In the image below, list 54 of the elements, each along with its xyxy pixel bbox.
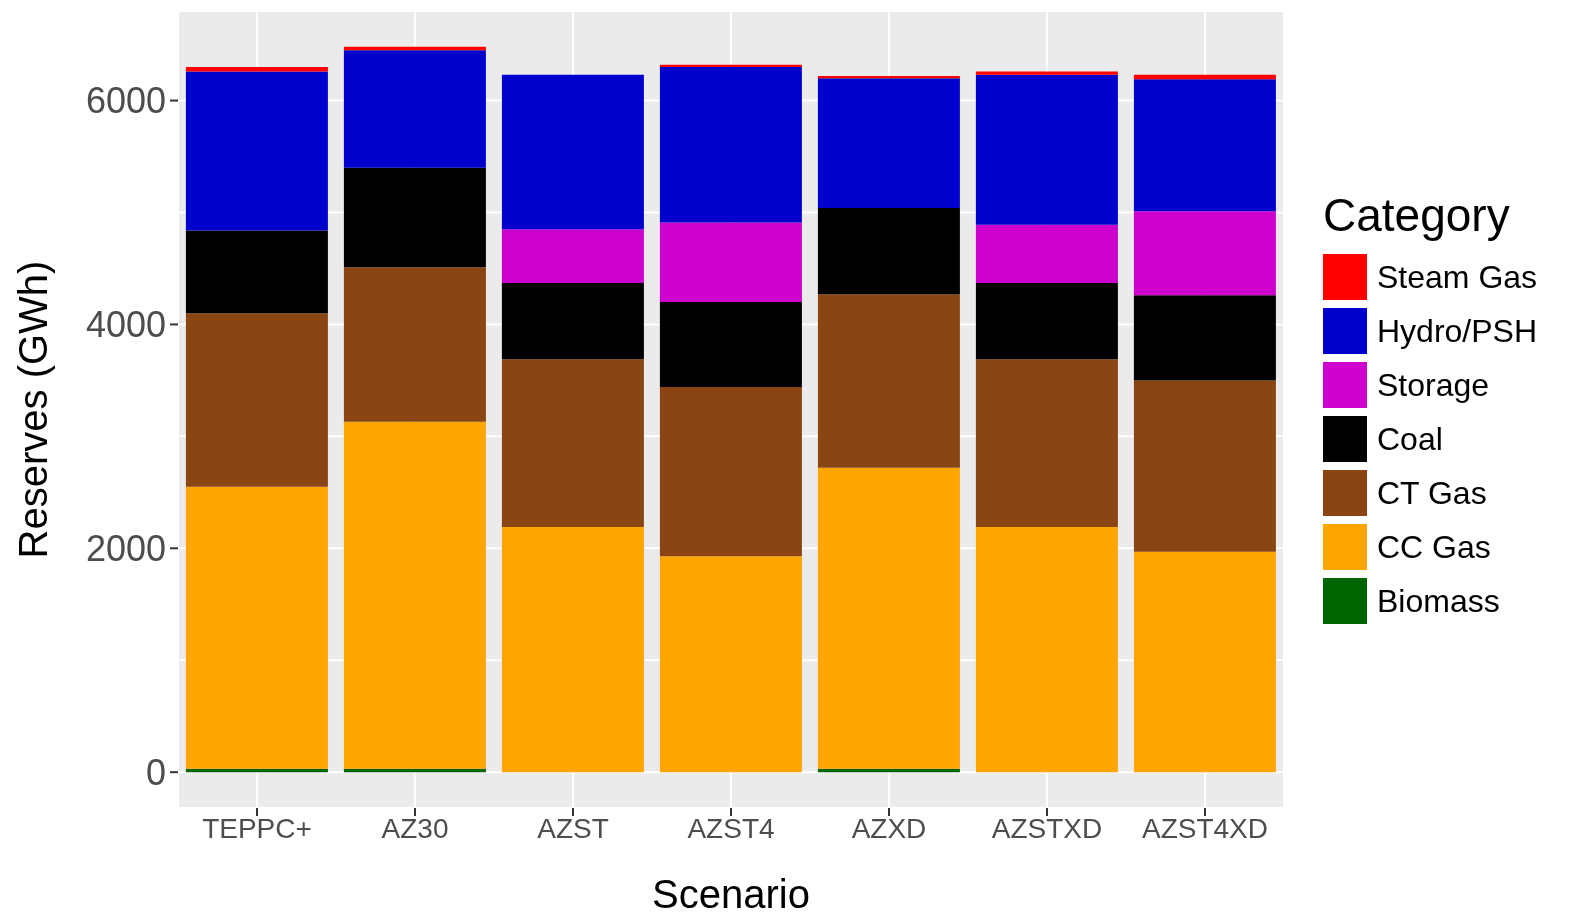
bar xyxy=(975,224,1118,284)
bar xyxy=(343,167,486,268)
bar xyxy=(1133,295,1276,381)
bar xyxy=(975,359,1118,528)
x-tick-label: AZXD xyxy=(851,812,927,844)
bar xyxy=(659,387,802,557)
bar xyxy=(185,313,328,487)
y-tick-label: 4000 xyxy=(85,304,166,346)
bar xyxy=(1133,211,1276,296)
legend-label: CC Gas xyxy=(1377,528,1491,566)
y-tick-label: 6000 xyxy=(85,80,166,122)
bar xyxy=(659,222,802,303)
bar xyxy=(975,74,1118,225)
bar xyxy=(659,556,802,773)
legend-label: Steam Gas xyxy=(1377,258,1538,296)
legend-label: Hydro/PSH xyxy=(1377,312,1538,350)
bar xyxy=(975,283,1118,360)
y-tick-label: 2000 xyxy=(85,527,166,569)
legend-label: CT Gas xyxy=(1377,474,1487,512)
bar xyxy=(185,230,328,314)
x-tick-label: TEPPC+ xyxy=(202,812,312,844)
y-tick-label: 0 xyxy=(145,751,166,793)
bar xyxy=(501,229,644,284)
bar xyxy=(975,527,1118,773)
legend-label: Storage xyxy=(1377,366,1490,404)
bar xyxy=(659,66,802,223)
y-axis-title: Reserves (GWh) xyxy=(11,260,56,559)
bar xyxy=(501,74,644,230)
bar xyxy=(343,421,486,769)
bar xyxy=(817,294,960,468)
bar xyxy=(1133,79,1276,212)
x-tick-label: AZST xyxy=(537,812,609,844)
legend-title: Category xyxy=(1323,188,1511,242)
bar xyxy=(817,467,960,769)
x-tick-label: AZSTXD xyxy=(991,812,1103,844)
legend-label: Coal xyxy=(1377,420,1443,458)
x-axis-title: Scenario xyxy=(652,872,810,916)
x-tick-label: AZST4XD xyxy=(1141,812,1269,844)
bar xyxy=(185,486,328,769)
bar xyxy=(501,359,644,528)
bar xyxy=(501,283,644,360)
bar xyxy=(1133,551,1276,773)
bar xyxy=(975,71,1118,75)
x-tick-label: AZST4 xyxy=(687,812,775,844)
bar xyxy=(1133,380,1276,552)
bar xyxy=(501,527,644,773)
bar xyxy=(817,78,960,209)
bar xyxy=(343,267,486,422)
legend-label: Biomass xyxy=(1377,582,1500,620)
bar xyxy=(343,50,486,168)
bar xyxy=(817,208,960,295)
bar xyxy=(185,71,328,231)
bar xyxy=(659,302,802,388)
x-tick-label: AZ30 xyxy=(381,812,449,844)
